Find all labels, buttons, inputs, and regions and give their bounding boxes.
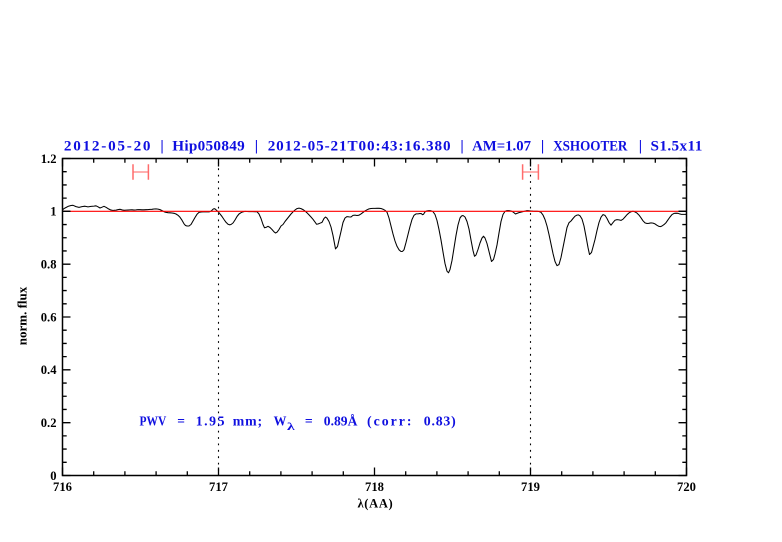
svg-text:718: 718: [365, 480, 384, 494]
svg-text:=: =: [177, 414, 185, 429]
svg-text:mm;: mm;: [233, 414, 262, 429]
svg-text:1: 1: [50, 205, 56, 219]
svg-text:0: 0: [50, 469, 56, 483]
svg-text:λ: λ: [287, 422, 296, 433]
svg-text:|: |: [541, 138, 544, 155]
svg-text:=: =: [305, 414, 313, 429]
svg-text:|: |: [460, 138, 463, 155]
svg-text:|: |: [160, 138, 163, 155]
svg-text:0.4: 0.4: [41, 363, 57, 377]
svg-text:2012-05-20: 2012-05-20: [64, 138, 151, 155]
svg-text:0.6: 0.6: [41, 310, 57, 324]
svg-text:AM=1.07: AM=1.07: [472, 138, 531, 155]
svg-text:|: |: [639, 138, 642, 155]
svg-text:Hip050849: Hip050849: [172, 138, 245, 155]
svg-text:716: 716: [53, 480, 72, 494]
svg-text:0.89Å: 0.89Å: [324, 414, 358, 429]
svg-text:0.2: 0.2: [41, 416, 57, 430]
svg-text:W: W: [274, 414, 287, 429]
svg-text:XSHOOTER: XSHOOTER: [553, 138, 628, 155]
svg-text:λ(AA): λ(AA): [358, 496, 393, 510]
svg-text:0.8: 0.8: [41, 258, 57, 272]
svg-text:0.83): 0.83): [424, 414, 456, 430]
svg-text:720: 720: [677, 480, 696, 494]
svg-text:|: |: [255, 138, 258, 155]
svg-text:S1.5x11: S1.5x11: [651, 138, 703, 155]
svg-text:1.95: 1.95: [196, 414, 225, 429]
svg-text:1.2: 1.2: [41, 152, 57, 166]
svg-text:717: 717: [209, 480, 228, 494]
svg-text:719: 719: [521, 480, 540, 494]
svg-text:2012-05-21T00:43:16.380: 2012-05-21T00:43:16.380: [268, 138, 451, 155]
svg-text:norm. flux: norm. flux: [15, 286, 30, 345]
svg-text:PWV: PWV: [140, 414, 167, 429]
